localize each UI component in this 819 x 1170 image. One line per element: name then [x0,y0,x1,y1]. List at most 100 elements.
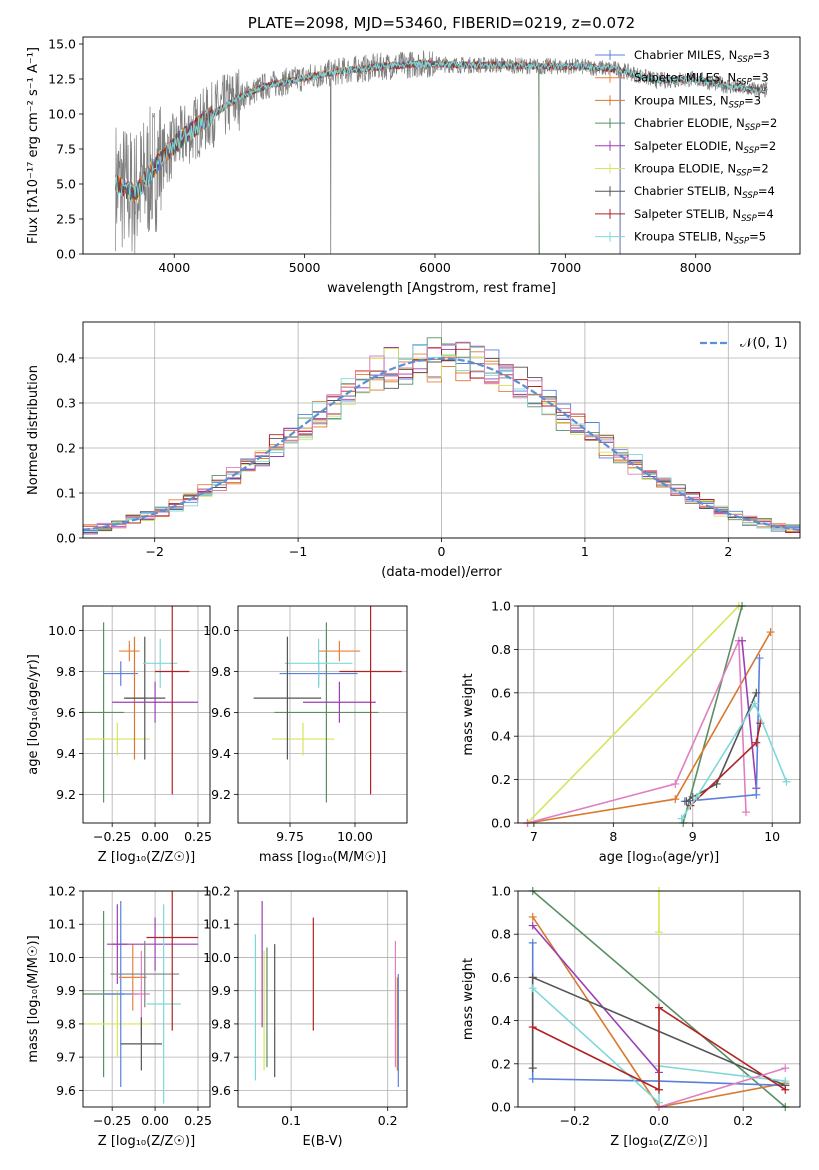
x-axis-label: Z [log₁₀(Z/Z☉)] [610,1134,707,1149]
x-tick-label: −1 [289,544,307,559]
x-axis-label: Z [log₁₀(Z/Z☉)] [98,850,195,865]
legend-label: 𝒩(0, 1) [740,336,787,351]
x-tick-label: −0.25 [93,829,131,844]
legend-count: =2 [752,162,769,176]
x-tick-label: −2 [145,544,163,559]
weight-series-chabrier_elodie [532,891,786,1107]
weight-point [781,1064,790,1073]
y-tick-label: 9.6 [211,705,231,720]
y-axis-label: mass weight [461,958,476,1040]
x-axis-label: mass [log₁₀(M/M☉)] [259,850,386,865]
model-spectrum-kroupa_miles [115,59,621,254]
legend-label: Kroupa MILES, N [634,93,729,107]
legend-count: =3 [744,93,761,107]
y-tick-label: 0.0 [491,816,511,831]
axes-frame [82,321,801,539]
legend-subscript: SSP [736,169,752,179]
y-tick-label: 9.4 [211,746,231,761]
y-tick-label: 0.2 [56,441,76,456]
weight-point [528,1064,537,1073]
weight-series-kroupa_stelib [680,701,788,820]
weight-point [655,1003,663,1012]
panel-weight-vs-Z: −0.2 0.0 0.2 0.0 0.2 0.4 0.6 0.8 1.0 Z [log₁₀(Z/Z… [461,884,801,1149]
y-tick-label: 9.2 [56,787,76,802]
legend-label: Salpeter ELODIE, N [634,139,744,153]
y-tick-label: 5.0 [56,177,76,192]
y-tick-label: 7.5 [56,142,76,157]
y-axis-label: age [log₁₀(age/yr)] [26,654,41,775]
x-tick-label: 1 [581,544,589,559]
y-axis-label: mass weight [461,673,476,755]
legend-count: =2 [759,139,776,153]
y-tick-label: 10.0 [203,950,231,965]
x-tick-label: 0.25 [184,1113,212,1128]
legend-subscript: SSP [737,55,753,65]
x-tick-label: 0.1 [281,1113,301,1128]
weight-point [528,921,537,930]
legend-entry: Salpeter ELODIE, NSSP=2 [634,139,776,156]
y-tick-label: 10.0 [48,623,76,638]
legend-subscript: SSP [736,78,752,88]
weight-series-salpeter_elodie [741,640,758,789]
model-spectrum-salpeter_miles [115,59,621,254]
y-tick-label: 0.2 [491,1056,511,1071]
weight-series-salpeter_stelib [532,1006,786,1091]
x-tick-label: −0.25 [93,1113,131,1128]
legend-entry: Kroupa ELODIE, NSSP=2 [634,162,769,179]
legend-subscript: SSP [741,214,757,224]
x-tick-label: 7000 [549,260,581,275]
weight-point [528,1074,537,1083]
x-tick-label: 0.00 [141,829,169,844]
legend-entry: Salpeter MILES, NSSP=3 [634,71,769,88]
model-spectrum-salpeter_elodie [115,59,540,254]
weight-series-kroupa_miles [527,631,772,823]
weight-point [671,795,680,804]
legend-subscript: SSP [729,100,745,110]
legend-label: Kroupa STELIB, N [634,230,734,244]
normal-curve [83,357,800,532]
legend-subscript: SSP [742,191,758,201]
histogram-salpeter_stelib [83,347,800,533]
y-tick-label: 10.0 [203,623,231,638]
histogram-kroupa_stelib [83,345,800,533]
y-tick-label: 0.2 [491,772,511,787]
y-tick-label: 9.8 [56,1016,76,1031]
weight-point [528,1023,537,1032]
y-tick-label: 0.6 [491,970,511,985]
weight-point [752,790,761,799]
y-tick-label: 0.8 [491,642,511,657]
model-spectrum-kroupa_elodie [115,59,540,254]
panel-mass-vs-EBV: 0.1 0.2 9.6 9.7 9.8 9.9 10.0 10.1 10.2 E(B-V) [203,884,408,1149]
weight-point [750,699,759,708]
y-tick-label: 9.8 [211,664,231,679]
legend-entry: Kroupa STELIB, NSSP=5 [634,230,766,247]
legend-subscript: SSP [744,146,760,156]
weight-point [752,688,761,697]
legend-label: Chabrier STELIB, N [634,184,742,198]
x-tick-label: 0.0 [649,1113,669,1128]
panel-weight-vs-age: 7 8 9 10 0.0 0.2 0.4 0.6 0.8 1.0 age [log₁₀(age/yr… [461,599,801,865]
legend-entry: Kroupa MILES, NSSP=3 [634,93,761,110]
model-spectrum-chabrier_elodie [115,59,540,254]
y-tick-label: 0.0 [56,531,76,546]
x-tick-label: 7 [530,829,538,844]
weight-point [528,912,537,921]
x-axis-label: Z [log₁₀(Z/Z☉)] [98,1134,195,1149]
y-tick-label: 10.0 [48,107,76,122]
weight-point [692,792,701,801]
y-tick-label: 9.6 [56,705,76,720]
x-tick-label: 9.75 [276,829,304,844]
legend-count: =4 [758,184,775,198]
weight-point [528,973,537,982]
model-spectrum-kroupa_stelib [115,60,768,199]
y-tick-label: 0.1 [56,486,76,501]
legend-label: Salpeter STELIB, N [634,207,741,221]
weight-series-pink [658,1067,786,1107]
legend-count: =5 [749,230,766,244]
y-tick-label: 9.2 [211,787,231,802]
weight-series-kroupa_miles [532,916,786,1107]
y-tick-label: 9.9 [211,983,231,998]
y-tick-label: 12.5 [48,72,76,87]
x-tick-label: 9 [689,829,697,844]
x-tick-label: 0.2 [378,1113,398,1128]
